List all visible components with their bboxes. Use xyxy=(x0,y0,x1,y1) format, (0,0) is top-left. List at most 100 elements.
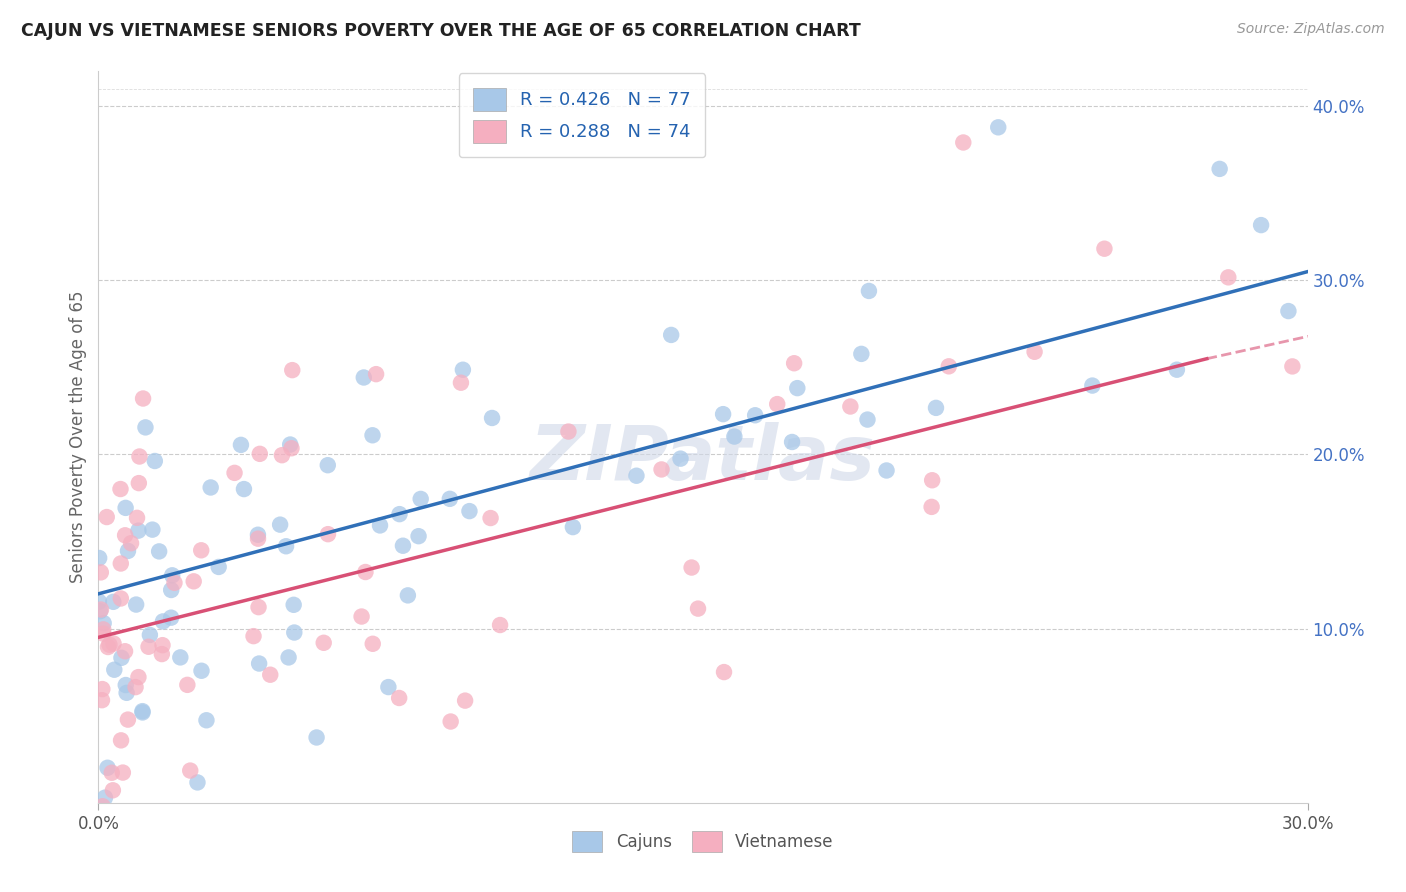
Point xyxy=(120,536,142,550)
Point xyxy=(91,693,114,707)
Point xyxy=(132,392,155,406)
Point xyxy=(190,664,212,678)
Point xyxy=(1166,362,1188,376)
Point xyxy=(163,575,186,590)
Point xyxy=(229,438,252,452)
Point xyxy=(96,761,118,775)
Point xyxy=(128,476,150,491)
Point xyxy=(316,527,339,541)
Point xyxy=(305,731,328,745)
Point xyxy=(1277,304,1299,318)
Point xyxy=(921,500,943,514)
Point xyxy=(176,678,198,692)
Point xyxy=(90,566,112,580)
Point xyxy=(856,412,879,426)
Point xyxy=(247,532,270,546)
Point xyxy=(115,686,138,700)
Point xyxy=(131,706,153,720)
Point xyxy=(87,595,110,609)
Point xyxy=(1024,344,1046,359)
Point xyxy=(744,409,766,423)
Point xyxy=(711,407,734,421)
Point xyxy=(195,713,218,727)
Point xyxy=(408,529,430,543)
Point xyxy=(127,524,149,538)
Point xyxy=(89,551,111,566)
Point xyxy=(233,482,256,496)
Point xyxy=(925,401,948,415)
Point xyxy=(274,539,297,553)
Point xyxy=(489,618,512,632)
Point xyxy=(152,615,174,629)
Point xyxy=(242,629,264,643)
Point xyxy=(450,376,472,390)
Point xyxy=(439,491,461,506)
Point xyxy=(686,601,709,615)
Point xyxy=(114,644,136,658)
Point xyxy=(127,670,149,684)
Point xyxy=(361,428,384,442)
Point xyxy=(114,528,136,542)
Point xyxy=(350,609,373,624)
Point xyxy=(409,491,432,506)
Point xyxy=(392,539,415,553)
Point xyxy=(451,362,474,376)
Point xyxy=(283,598,305,612)
Point xyxy=(183,574,205,589)
Point xyxy=(454,693,477,707)
Point xyxy=(626,468,648,483)
Point xyxy=(396,588,419,602)
Point xyxy=(354,565,377,579)
Point xyxy=(786,381,808,395)
Point xyxy=(141,523,163,537)
Point xyxy=(1218,270,1240,285)
Point xyxy=(479,511,502,525)
Point xyxy=(388,690,411,705)
Point xyxy=(458,504,481,518)
Point xyxy=(139,628,162,642)
Point xyxy=(110,733,132,747)
Point xyxy=(247,600,270,615)
Point xyxy=(103,595,125,609)
Point xyxy=(152,638,174,652)
Point xyxy=(1281,359,1303,374)
Point xyxy=(114,678,136,692)
Legend: Cajuns, Vietnamese: Cajuns, Vietnamese xyxy=(564,822,842,860)
Point xyxy=(111,765,134,780)
Point xyxy=(246,527,269,541)
Point xyxy=(278,437,301,451)
Point xyxy=(280,442,302,456)
Point xyxy=(138,640,160,654)
Point xyxy=(987,120,1010,135)
Point xyxy=(143,454,166,468)
Point xyxy=(110,482,132,496)
Point xyxy=(91,799,114,814)
Point xyxy=(93,616,115,631)
Text: Source: ZipAtlas.com: Source: ZipAtlas.com xyxy=(1237,22,1385,37)
Point xyxy=(1081,378,1104,392)
Point xyxy=(858,284,880,298)
Point xyxy=(94,790,117,805)
Point xyxy=(103,663,125,677)
Point xyxy=(160,610,183,624)
Point xyxy=(110,557,132,571)
Point xyxy=(150,647,173,661)
Point xyxy=(281,363,304,377)
Point xyxy=(89,604,111,618)
Point xyxy=(131,704,153,718)
Point xyxy=(124,680,146,694)
Point xyxy=(96,510,118,524)
Point xyxy=(938,359,960,374)
Point xyxy=(160,568,183,582)
Point xyxy=(93,626,115,640)
Point xyxy=(200,480,222,494)
Y-axis label: Seniors Poverty Over the Age of 65: Seniors Poverty Over the Age of 65 xyxy=(69,291,87,583)
Point xyxy=(561,520,583,534)
Point xyxy=(681,560,703,574)
Point xyxy=(366,367,388,381)
Point xyxy=(440,714,463,729)
Point xyxy=(377,680,399,694)
Point xyxy=(723,429,745,443)
Point xyxy=(148,544,170,558)
Point xyxy=(839,400,862,414)
